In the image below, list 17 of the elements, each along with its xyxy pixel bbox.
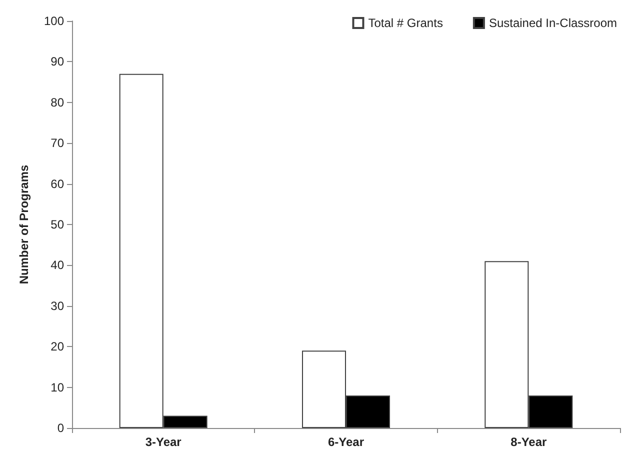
y-tick-label: 20 [50,340,64,354]
y-tick-label: 30 [50,298,64,313]
y-tick-label: 70 [50,136,64,150]
legend-label: Total # Grants [368,16,443,30]
y-tick-label: 80 [50,95,64,110]
x-tick-label: 3-Year [145,435,182,449]
legend-label: Sustained In-Classroom [488,16,618,30]
y-tick-label: 10 [50,380,64,394]
y-tick-label: 0 [57,421,64,435]
y-axis-title: Number of Programs [17,164,31,284]
x-tick-label: 6-Year [328,435,364,449]
x-tick-label: 8-Year [510,435,548,449]
y-tick-label: 50 [50,218,64,232]
y-tick-label: 60 [50,176,64,191]
y-tick-label: 40 [50,258,64,272]
y-tick-label: 90 [50,54,64,69]
y-tick-label: 100 [44,14,64,28]
